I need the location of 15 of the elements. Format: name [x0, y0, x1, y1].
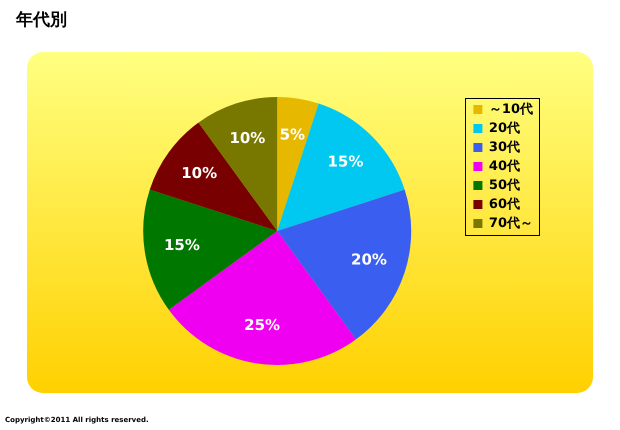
legend-label: 30代 [488, 140, 520, 155]
data-label: 5% [280, 126, 306, 144]
legend-label: 40代 [488, 158, 520, 174]
data-label: 15% [327, 152, 364, 171]
legend-label: 50代 [488, 178, 520, 193]
legend-label: ～10代 [488, 102, 534, 117]
chart-title: 年代別 [16, 9, 67, 31]
legend-label: 60代 [488, 196, 520, 212]
data-label: 20% [351, 250, 387, 269]
legend-label: 20代 [488, 120, 520, 136]
legend-label: 70代～ [488, 216, 534, 231]
data-label: 15% [164, 236, 200, 254]
data-label: 25% [244, 316, 280, 334]
data-label: 10% [229, 129, 266, 148]
data-label: 10% [181, 164, 218, 182]
